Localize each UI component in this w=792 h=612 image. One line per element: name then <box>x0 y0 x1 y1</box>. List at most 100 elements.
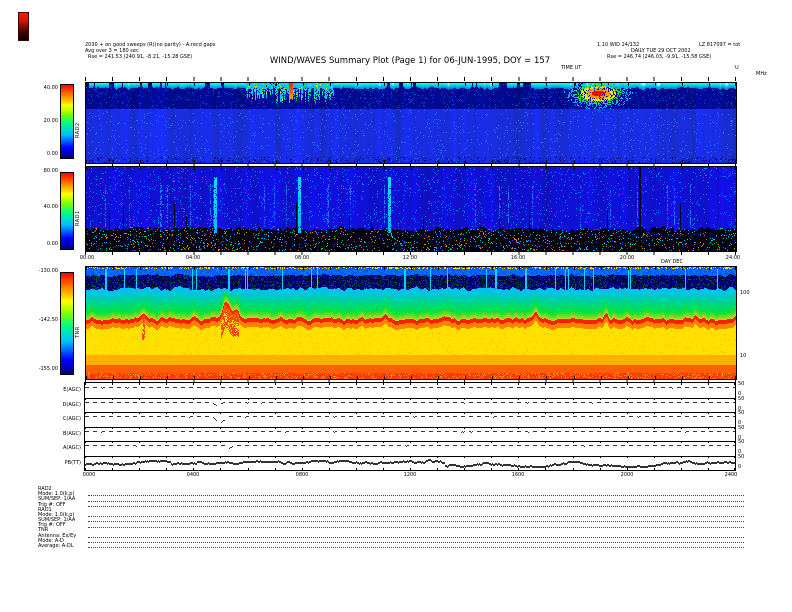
day-dec-label: DAY DEC <box>661 259 683 265</box>
settings-row: Trig #: OFF <box>38 501 747 508</box>
tnr-cb-tick-lo: -155.00 <box>38 366 58 372</box>
settings-row: Trig #: OFF <box>38 523 747 528</box>
header-lz-count: LZ 817097 = tot <box>699 42 741 48</box>
page-title: WIND/WAVES Summary Plot (Page 1) for 06-… <box>269 56 551 66</box>
dotted-leader <box>88 520 744 523</box>
rad1-colorbar <box>60 172 74 250</box>
rad1-cb-tick-40: 40.00 <box>43 204 58 210</box>
tnr-bottom-tick-axis <box>85 379 736 382</box>
settings-row: TNR <box>38 527 747 534</box>
settings-label: SUM/SEP: 1/AA <box>38 496 76 503</box>
settings-label: TNR <box>38 527 49 534</box>
settings-row: RAD2 <box>38 485 747 492</box>
settings-row: Antenna: Ex/Ey <box>38 532 747 539</box>
rad1-cb-tick-80: 80.00 <box>43 168 58 174</box>
settings-row: Mode: 1.0(k,p) <box>38 511 747 518</box>
rad1-cb-tick-0: 0.00 <box>46 241 58 247</box>
strip1-lo: 0 <box>738 405 742 412</box>
time-label-0800: 08:00 <box>294 255 310 261</box>
settings-label: Mode: A-D <box>38 537 64 544</box>
instrument-settings-block: RAD2 Mode: 1.0(k,p) SUM/SEP: 1/AA Trig #… <box>38 485 747 550</box>
dotted-leader <box>88 494 744 497</box>
strip1-hi: 50 <box>738 395 745 402</box>
header-right-rse: Rse = 246.74 (246.03, -9.91, -15.58 GSE) <box>607 54 712 60</box>
settings-label: Trig #: OFF <box>38 501 66 508</box>
settings-row: RAD1 <box>38 506 747 513</box>
strip-label-e-agc: E(AGC) <box>63 387 81 393</box>
strip3-lo: 0 <box>738 434 742 441</box>
bottom-axis-2000: 2000 <box>620 472 634 478</box>
dotted-leader <box>88 515 744 518</box>
header-left-rse: Rse = 241.53 (240.91, -8.21, -15.28 GSE) <box>88 54 193 60</box>
settings-label: Trig #: OFF <box>38 522 66 529</box>
u-label: U <box>735 65 739 71</box>
strip-label-a-agc: A(AGC) <box>62 445 81 451</box>
time-axis-title: TIME UT <box>561 65 582 71</box>
strip0-hi: 50 <box>738 381 745 387</box>
bottom-axis-0000: 0000 <box>82 472 96 478</box>
strip-charts-box: E(AGC) D(AGC) C(AGC) B(AGC) A(AGC) PB(TT… <box>63 381 744 471</box>
bottom-axis-1600: 1600 <box>511 472 525 478</box>
settings-row: Mode: 1.0(k,p) <box>38 491 747 498</box>
tnr-spectrogram <box>85 266 737 380</box>
strip-charts-canvas <box>85 383 735 470</box>
strip4-hi: 50 <box>738 439 745 445</box>
header-left-line-2: Avg over 3 = 180 sec <box>85 48 139 54</box>
strip5-lo: 0 <box>738 463 742 470</box>
strip4-lo: 0 <box>738 449 742 455</box>
settings-label: RAD1 <box>38 506 52 513</box>
strip-label-pb-tt: PB(TT) <box>64 460 81 466</box>
tnr-receiver-label: TNR <box>75 326 81 338</box>
strip2-lo: 0 <box>738 420 742 426</box>
rad2-colorbar <box>60 84 74 159</box>
dotted-leader <box>88 500 744 502</box>
settings-label: Mode: 1.0(k,p) <box>38 511 75 518</box>
strip3-hi: 50 <box>738 424 745 431</box>
rad2-bottom-tick-axis <box>85 164 736 167</box>
settings-row: SUM/SEP: 1/AA <box>38 517 747 524</box>
rad2-top-tick-axis <box>85 77 736 81</box>
settings-label: SUM/SEP: 1/AA <box>38 517 76 524</box>
strip-label-b-agc: B(AGC) <box>62 431 81 437</box>
rad2-receiver-label: RAD2 <box>75 122 81 138</box>
rad2-cb-tick-40: 40.00 <box>43 85 58 91</box>
bottom-axis-1200: 1200 <box>403 472 417 478</box>
strip-label-d-agc: D(AGC) <box>62 402 81 408</box>
header-left-line-1: 2030 + on good sweeps (R)(no parity) - A… <box>85 42 216 48</box>
tnr-colorbar <box>60 272 74 375</box>
tnr-right-tick-100: 100 <box>740 290 750 296</box>
rad2-spectrogram <box>85 82 737 164</box>
time-label-0400: 04:00 <box>185 255 201 261</box>
dotted-leader <box>88 541 744 544</box>
bottom-axis-0800: 0800 <box>295 472 309 478</box>
dotted-leader <box>88 526 744 528</box>
rad2-cb-tick-0: 0.00 <box>46 151 58 157</box>
tnr-cb-tick-mid: -142.50 <box>38 317 58 323</box>
time-label-2400: 24:00 <box>725 255 741 261</box>
dotted-leader <box>88 505 744 507</box>
settings-row: Average: A-DL <box>38 543 747 550</box>
header-daily-date: DAILY TUE 29 OCT 2002 <box>631 48 691 54</box>
rad1-receiver-label: RAD1 <box>75 210 81 226</box>
strip5-hi: 50 <box>738 453 745 460</box>
time-label-1600: 16:00 <box>510 255 526 261</box>
time-label-2000: 20:00 <box>619 255 635 261</box>
settings-row: SUM/SEP: 1/AA <box>38 497 747 502</box>
settings-row: Mode: A-D <box>38 537 747 544</box>
tnr-cb-tick-hi: -130.00 <box>38 268 58 274</box>
tnr-right-tick-10: 10 <box>740 353 747 359</box>
strip2-hi: 50 <box>738 410 745 416</box>
time-label-1200: 12:00 <box>402 255 418 261</box>
header-version: 1.10 WID 24/132 <box>597 42 640 48</box>
bottom-axis-0400: 0400 <box>186 472 200 478</box>
settings-label: Average: A-DL <box>38 543 74 550</box>
mid-time-tick-axis <box>85 251 736 255</box>
dotted-leader <box>88 546 744 549</box>
mhz-unit-label: MHz <box>756 71 767 77</box>
strip-label-c-agc: C(AGC) <box>62 416 81 422</box>
settings-label: Mode: 1.0(k,p) <box>38 491 75 498</box>
settings-label: RAD2 <box>38 485 52 492</box>
settings-label: Antenna: Ex/Ey <box>38 532 77 539</box>
strip0-lo: 0 <box>738 391 742 397</box>
